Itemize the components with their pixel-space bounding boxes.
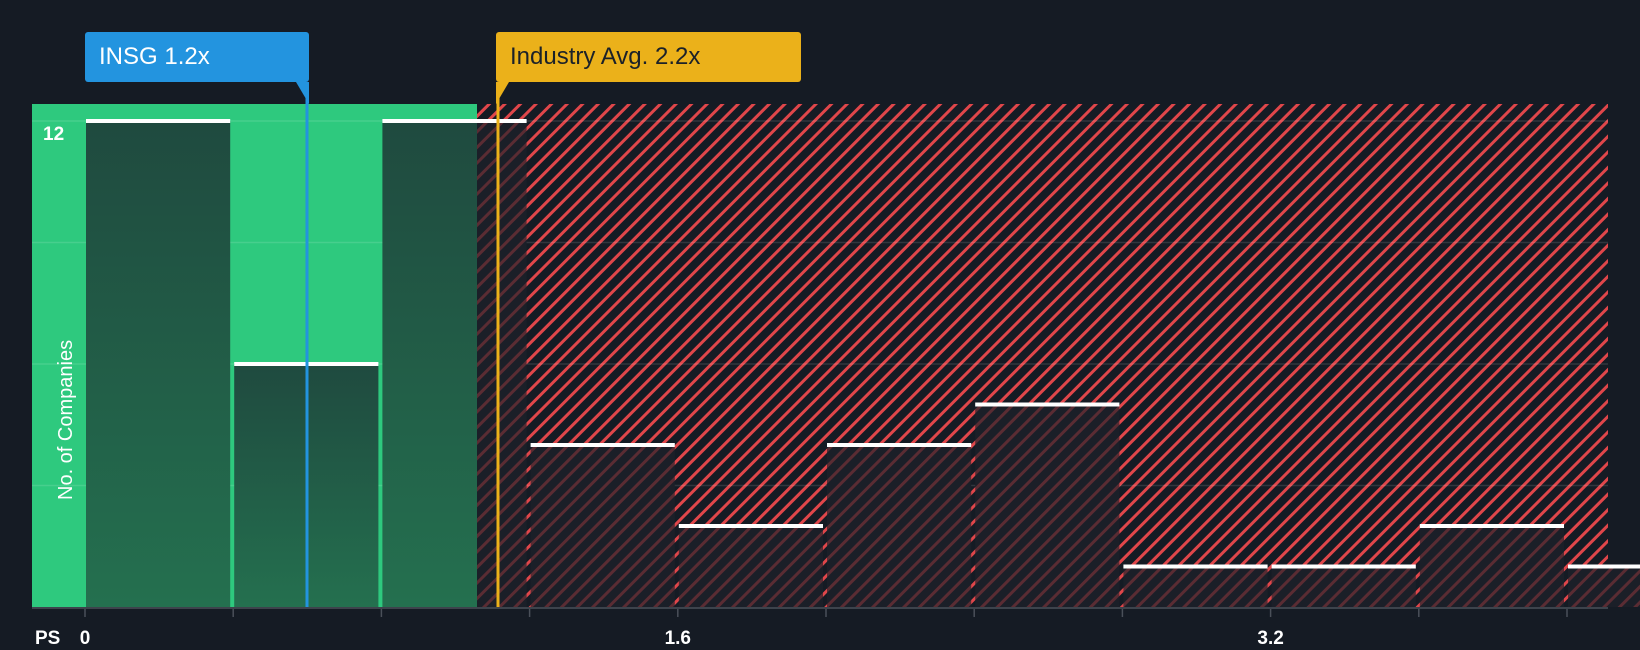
- y-tick-12: 12: [43, 124, 65, 145]
- bar-top-marker: [678, 524, 823, 528]
- company-callout-pointer: [296, 82, 309, 104]
- histogram-bar: [86, 121, 231, 607]
- histogram-bar: [827, 445, 972, 607]
- histogram-bar: [1123, 566, 1268, 607]
- histogram-bar: [1271, 566, 1416, 607]
- x-tick-label: 1.6: [664, 628, 692, 649]
- histogram-bar: [477, 121, 527, 607]
- bar-top-marker: [1123, 564, 1268, 569]
- company-callout: INSG 1.2x: [85, 32, 309, 82]
- bar-top-marker: [1568, 564, 1640, 569]
- histogram-bar: [382, 121, 477, 607]
- bar-top-marker: [1271, 564, 1416, 569]
- x-tick-label: 0: [79, 628, 91, 649]
- bar-top-marker: [827, 443, 972, 447]
- industry-callout-pointer: [496, 82, 509, 104]
- histogram-bar: [530, 445, 675, 607]
- histogram-bar: [1568, 566, 1640, 607]
- histogram-bar: [678, 526, 823, 607]
- histogram-bar: [1419, 526, 1564, 607]
- industry-average-callout: Industry Avg. 2.2x: [496, 32, 801, 82]
- bar-top-marker: [86, 119, 231, 123]
- bar-top-marker: [530, 443, 675, 447]
- x-axis-title: PS: [35, 628, 61, 649]
- bar-top-marker: [975, 402, 1120, 407]
- bar-top-marker: [1419, 524, 1564, 528]
- bar-top-marker: [382, 119, 527, 123]
- y-axis-title: No. of Companies: [55, 339, 77, 500]
- histogram-bar: [975, 404, 1120, 607]
- x-tick-label: 3.2: [1257, 628, 1284, 649]
